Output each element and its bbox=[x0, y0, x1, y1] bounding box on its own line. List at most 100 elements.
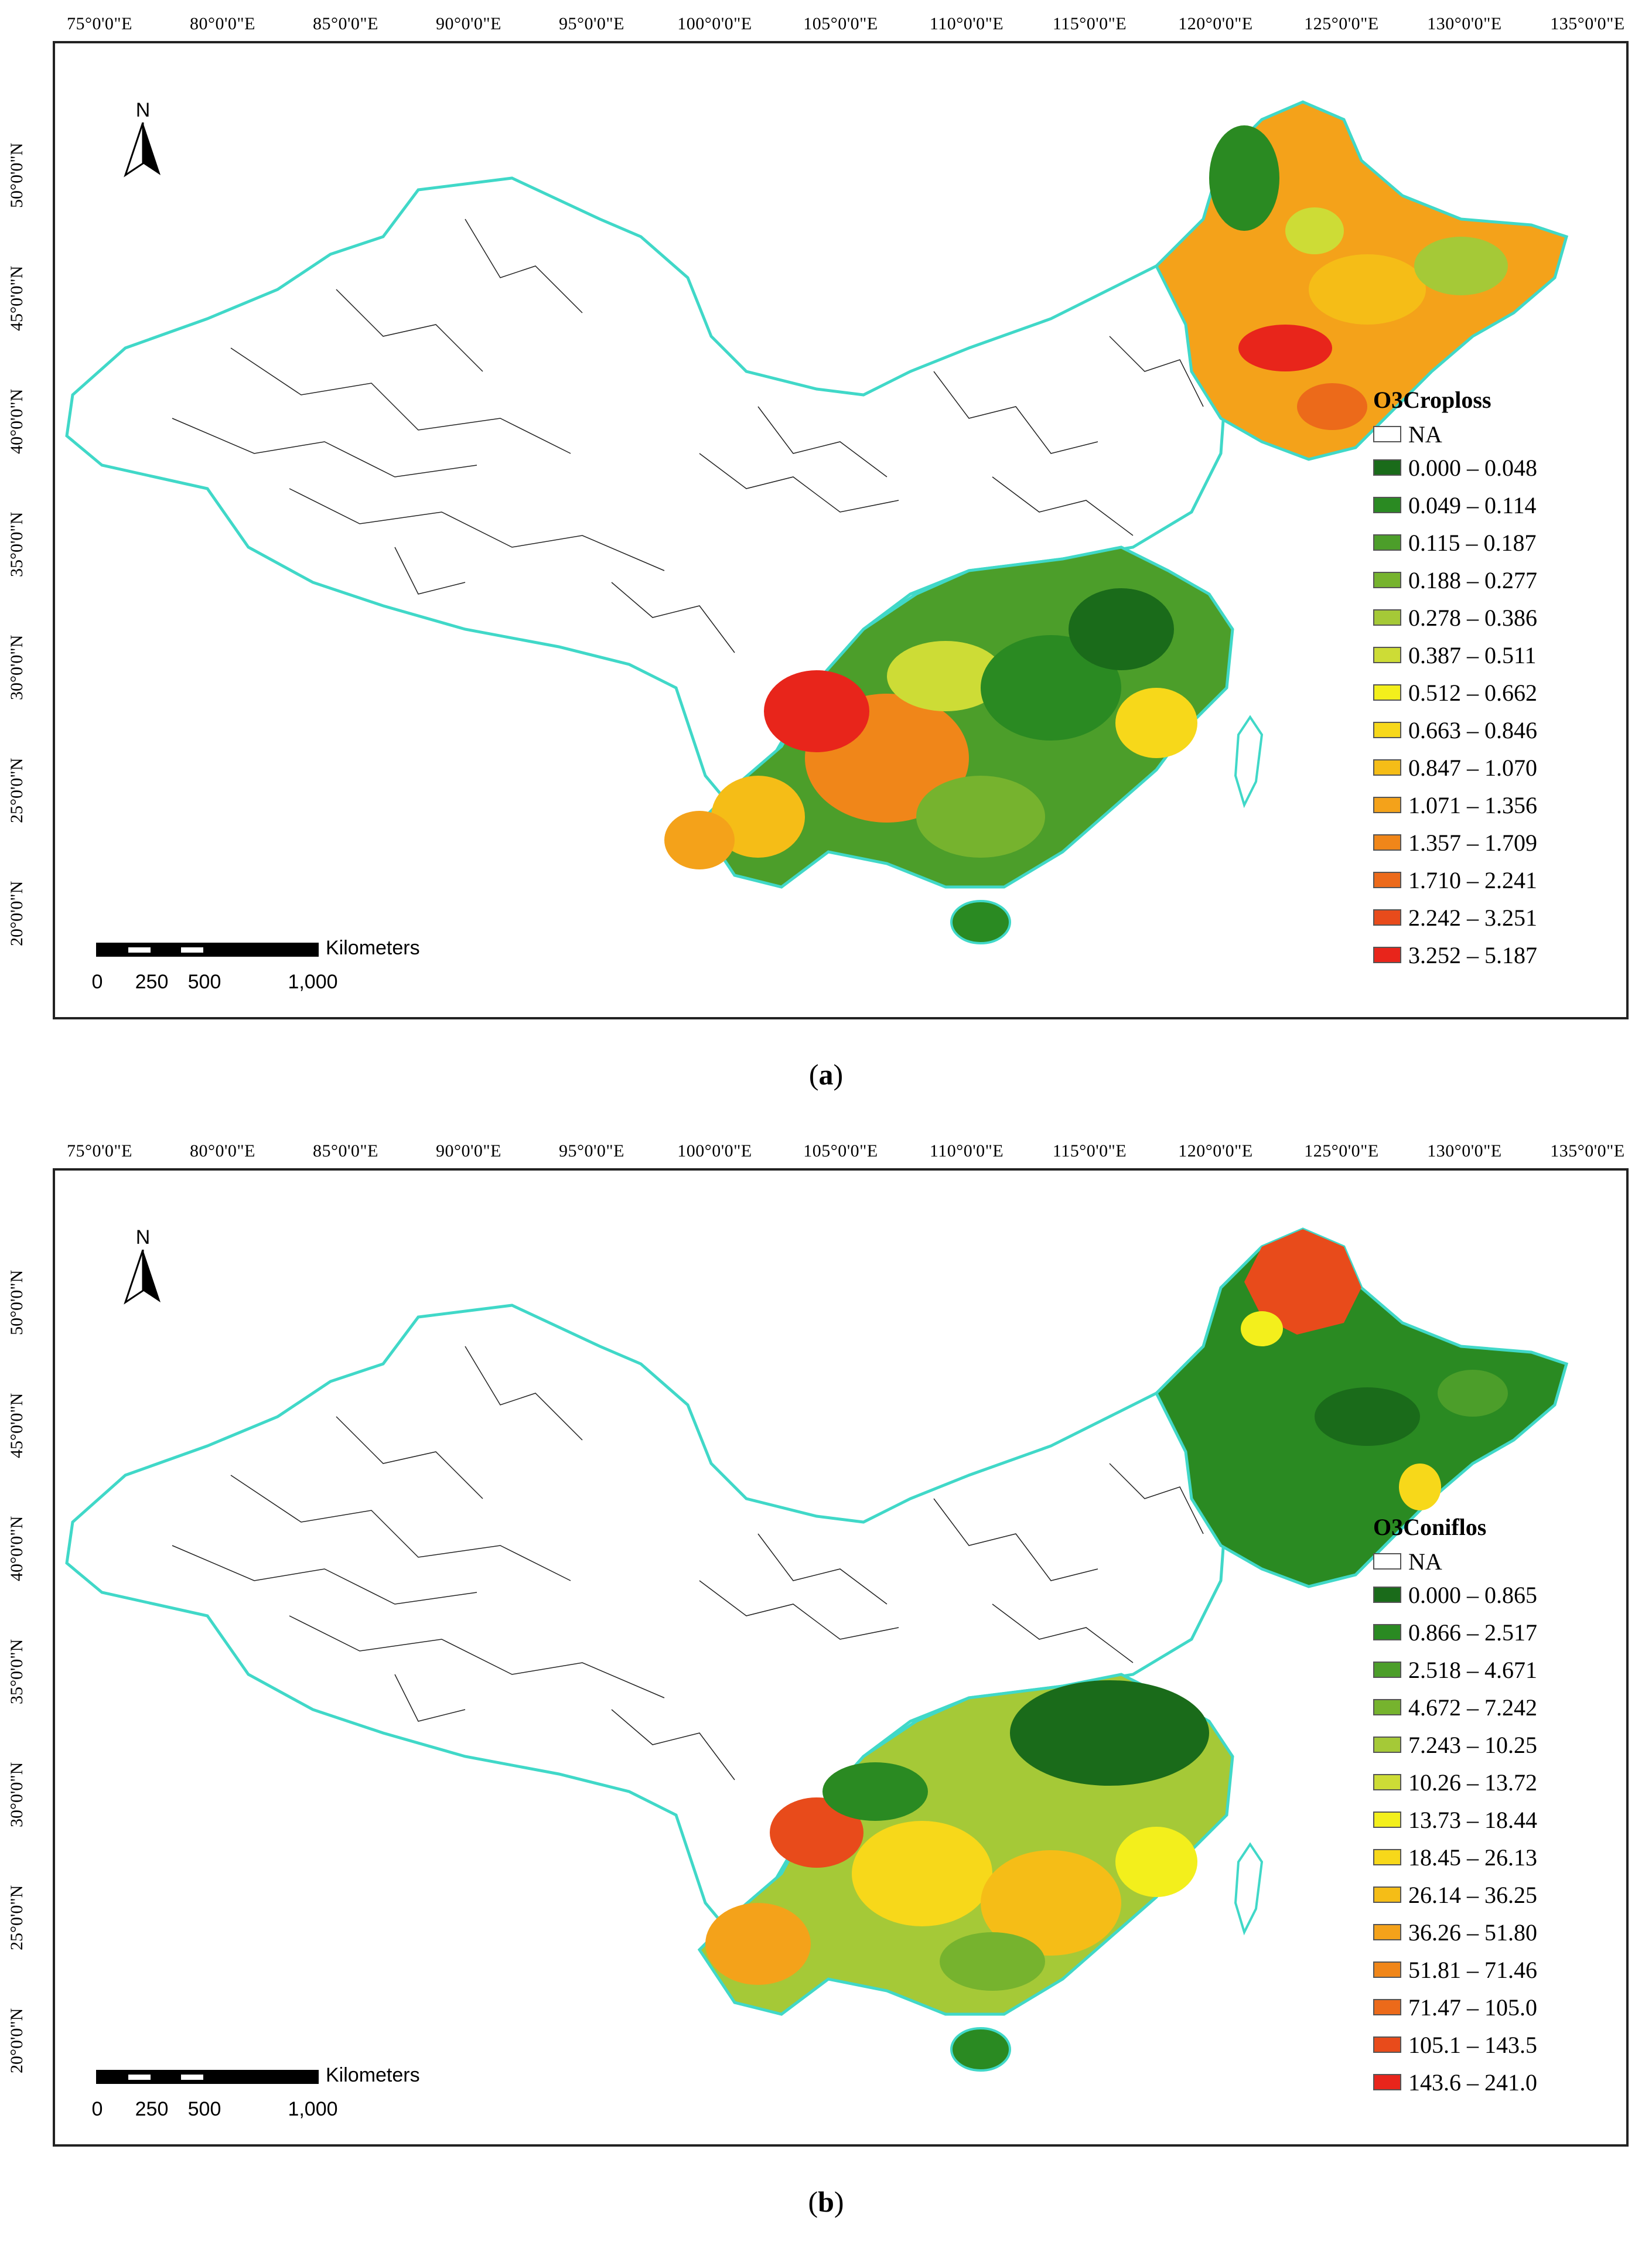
north-arrow-icon bbox=[124, 122, 161, 178]
lon-tick: 100°0'0"E bbox=[677, 14, 752, 33]
latitude-ticks: 50°0'0"N 45°0'0"N 40°0'0"N 35°0'0"N 30°0… bbox=[0, 1127, 53, 2254]
hainan-island bbox=[950, 2027, 1011, 2072]
legend-label: 0.000 – 0.048 bbox=[1408, 454, 1537, 481]
lon-tick: 130°0'0"E bbox=[1427, 1141, 1502, 1161]
legend-row: 10.26 – 13.72 bbox=[1373, 1763, 1626, 1801]
legend-row: 105.1 – 143.5 bbox=[1373, 2026, 1626, 2063]
lat-tick: 35°0'0"N bbox=[7, 1639, 26, 1704]
legend-row: 1.357 – 1.709 bbox=[1373, 824, 1626, 861]
lon-tick: 115°0'0"E bbox=[1052, 1141, 1127, 1161]
scale-label: 500 bbox=[187, 971, 221, 993]
legend-swatch bbox=[1373, 647, 1401, 663]
legend-swatch bbox=[1373, 1699, 1401, 1715]
legend-swatch bbox=[1373, 1886, 1401, 1903]
legend-row: 0.847 – 1.070 bbox=[1373, 749, 1626, 786]
caption-b: (b) bbox=[808, 2185, 844, 2218]
legend-swatch bbox=[1373, 947, 1401, 963]
legend-row: 0.115 – 0.187 bbox=[1373, 524, 1626, 561]
legend-b: O3Coniflos NA 0.000 – 0.865 0.866 – 2.517… bbox=[1373, 1513, 1626, 2101]
lon-tick: 95°0'0"E bbox=[559, 1141, 624, 1161]
lon-tick: 135°0'0"E bbox=[1550, 14, 1625, 33]
legend-swatch bbox=[1373, 684, 1401, 701]
legend-rows-a: 0.000 – 0.048 0.049 – 0.114 0.115 – 0.187 0… bbox=[1373, 449, 1626, 974]
legend-label: 18.45 – 26.13 bbox=[1408, 1844, 1537, 1871]
legend-row: 71.47 – 105.0 bbox=[1373, 1988, 1626, 2026]
scale-bar-b: Kilometers 0 250 500 1,000 bbox=[92, 2064, 623, 2140]
map-svg-a bbox=[65, 100, 1569, 944]
legend-label: 2.518 – 4.671 bbox=[1408, 1656, 1537, 1683]
lat-tick: 30°0'0"N bbox=[7, 1762, 26, 1827]
legend-swatch bbox=[1373, 722, 1401, 738]
scale-bar-graphic bbox=[96, 943, 319, 957]
legend-label: 0.115 – 0.187 bbox=[1408, 529, 1537, 556]
lat-tick: 50°0'0"N bbox=[7, 142, 26, 208]
legend-label: 7.243 – 10.25 bbox=[1408, 1731, 1537, 1758]
lon-tick: 135°0'0"E bbox=[1550, 1141, 1625, 1161]
scale-label: 1,000 bbox=[288, 971, 338, 993]
longitude-ticks: 75°0'0"E 80°0'0"E 85°0'0"E 90°0'0"E 95°0… bbox=[0, 1127, 1652, 1168]
legend-title: O3Coniflos bbox=[1373, 1514, 1487, 1540]
lon-tick: 90°0'0"E bbox=[436, 14, 501, 33]
legend-swatch bbox=[1373, 1999, 1401, 2015]
lon-tick: 90°0'0"E bbox=[436, 1141, 501, 1161]
legend-label: 4.672 – 7.242 bbox=[1408, 1694, 1537, 1721]
legend-label: 143.6 – 241.0 bbox=[1408, 2069, 1537, 2096]
caption-a: (a) bbox=[808, 1058, 844, 1091]
legend-swatch bbox=[1373, 534, 1401, 551]
caption-letter: b bbox=[818, 2185, 834, 2218]
legend-swatch bbox=[1373, 426, 1401, 442]
lon-tick: 115°0'0"E bbox=[1052, 14, 1127, 33]
lat-tick: 45°0'0"N bbox=[7, 1393, 26, 1458]
legend-swatch bbox=[1373, 1811, 1401, 1828]
legend-label: 1.710 – 2.241 bbox=[1408, 866, 1537, 893]
scale-bar-graphic bbox=[96, 2070, 319, 2084]
latitude-ticks: 50°0'0"N 45°0'0"N 40°0'0"N 35°0'0"N 30°0… bbox=[0, 0, 53, 1127]
legend-row: 0.188 – 0.277 bbox=[1373, 561, 1626, 599]
legend-label: NA bbox=[1408, 421, 1442, 448]
lon-tick: 120°0'0"E bbox=[1178, 1141, 1253, 1161]
panel-a: 75°0'0"E 80°0'0"E 85°0'0"E 90°0'0"E 95°0… bbox=[0, 0, 1652, 1127]
lon-tick: 80°0'0"E bbox=[190, 14, 255, 33]
map-svg-b bbox=[65, 1227, 1569, 2072]
map-frame-b: N Kilometers 0 250 500 1,000 O3Coniflos … bbox=[53, 1168, 1629, 2147]
legend-label: 2.242 – 3.251 bbox=[1408, 904, 1537, 931]
legend-row: 36.26 – 51.80 bbox=[1373, 1913, 1626, 1951]
lat-tick: 35°0'0"N bbox=[7, 511, 26, 577]
legend-label: NA bbox=[1408, 1548, 1442, 1575]
legend-swatch bbox=[1373, 1587, 1401, 1603]
legend-label: 0.387 – 0.511 bbox=[1408, 642, 1537, 668]
legend-swatch bbox=[1373, 909, 1401, 926]
legend-label: 36.26 – 51.80 bbox=[1408, 1919, 1537, 1946]
legend-label: 10.26 – 13.72 bbox=[1408, 1769, 1537, 1796]
lat-tick: 25°0'0"N bbox=[7, 1885, 26, 1950]
legend-row: 4.672 – 7.242 bbox=[1373, 1688, 1626, 1726]
legend-row: 0.663 – 0.846 bbox=[1373, 711, 1626, 749]
lon-tick: 105°0'0"E bbox=[803, 14, 878, 33]
lat-tick: 20°0'0"N bbox=[7, 2008, 26, 2073]
legend-swatch bbox=[1373, 1662, 1401, 1678]
legend-row: 0.866 – 2.517 bbox=[1373, 1613, 1626, 1651]
legend-label: 26.14 – 36.25 bbox=[1408, 1881, 1537, 1908]
lon-tick: 95°0'0"E bbox=[559, 14, 624, 33]
caption-letter: a bbox=[818, 1058, 834, 1091]
scale-bar-a: Kilometers 0 250 500 1,000 bbox=[92, 937, 623, 1013]
scale-label: 0 bbox=[91, 2098, 103, 2120]
legend-row-na: NA bbox=[1373, 1547, 1626, 1576]
lat-tick: 40°0'0"N bbox=[7, 1516, 26, 1581]
legend-row-na: NA bbox=[1373, 419, 1626, 449]
legend-label: 0.188 – 0.277 bbox=[1408, 567, 1537, 593]
legend-swatch bbox=[1373, 2074, 1401, 2090]
legend-swatch bbox=[1373, 1737, 1401, 1753]
legend-row: 0.049 – 0.114 bbox=[1373, 486, 1626, 524]
longitude-ticks: 75°0'0"E 80°0'0"E 85°0'0"E 90°0'0"E 95°0… bbox=[0, 0, 1652, 41]
legend-row: 0.000 – 0.048 bbox=[1373, 449, 1626, 486]
lon-tick: 110°0'0"E bbox=[929, 1141, 1004, 1161]
legend-row: 13.73 – 18.44 bbox=[1373, 1801, 1626, 1838]
scale-label: 500 bbox=[187, 2098, 221, 2120]
legend-rows-b: 0.000 – 0.865 0.866 – 2.517 2.518 – 4.671 4… bbox=[1373, 1576, 1626, 2101]
lon-tick: 130°0'0"E bbox=[1427, 14, 1502, 33]
legend-row: 26.14 – 36.25 bbox=[1373, 1876, 1626, 1913]
legend-label: 0.512 – 0.662 bbox=[1408, 679, 1537, 706]
legend-row: 0.387 – 0.511 bbox=[1373, 636, 1626, 674]
legend-swatch bbox=[1373, 872, 1401, 888]
